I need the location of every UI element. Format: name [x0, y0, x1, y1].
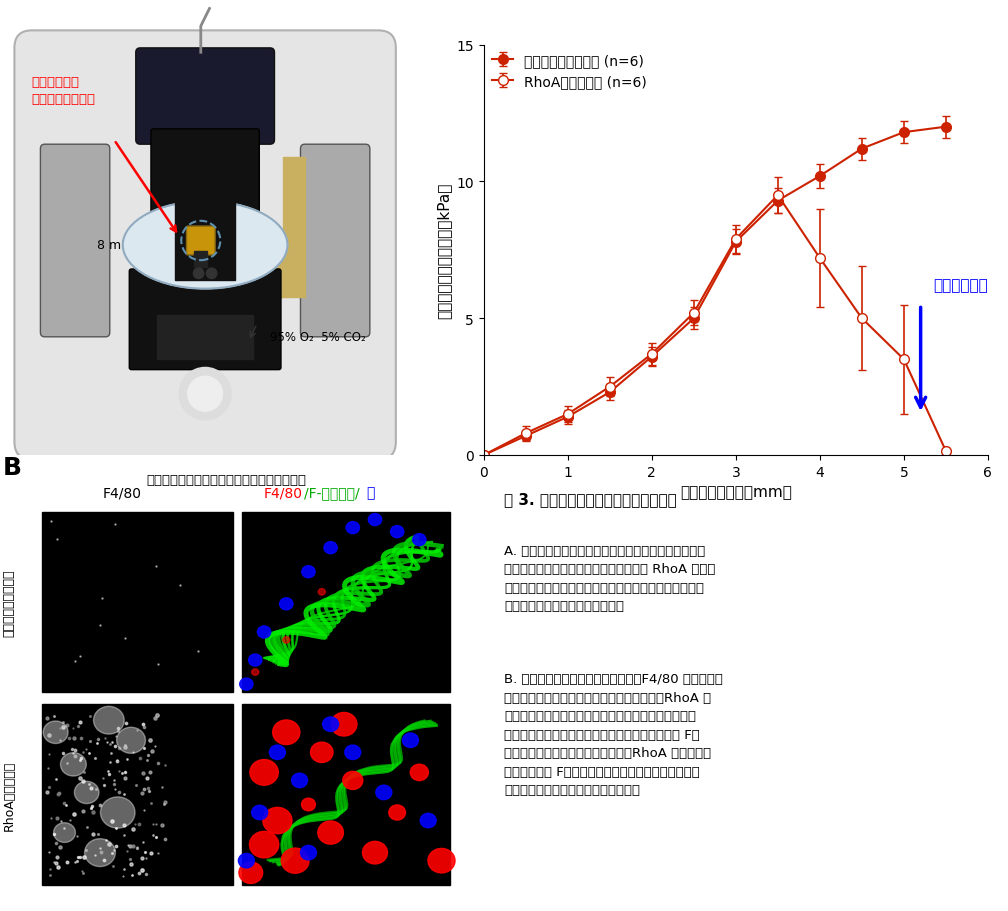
Circle shape: [324, 542, 338, 554]
FancyBboxPatch shape: [40, 145, 110, 337]
Bar: [242, 704, 451, 885]
Bar: [42, 512, 233, 692]
Circle shape: [257, 626, 271, 639]
FancyBboxPatch shape: [151, 129, 259, 230]
Circle shape: [250, 832, 278, 858]
Text: B: B: [2, 456, 21, 480]
Circle shape: [363, 842, 387, 864]
Circle shape: [291, 773, 307, 788]
Circle shape: [301, 566, 316, 578]
Circle shape: [389, 805, 405, 820]
Circle shape: [239, 862, 263, 884]
Circle shape: [318, 821, 344, 844]
X-axis label: 引き延ばし距離（mm）: 引き延ばし距離（mm）: [680, 485, 791, 500]
Circle shape: [187, 377, 223, 412]
Circle shape: [343, 772, 363, 790]
Circle shape: [252, 669, 259, 676]
Circle shape: [368, 514, 382, 526]
Circle shape: [420, 814, 436, 828]
Circle shape: [238, 854, 254, 868]
Circle shape: [117, 727, 145, 753]
Circle shape: [273, 721, 299, 744]
Bar: [157, 315, 253, 359]
Text: コントロールマウス: コントロールマウス: [3, 568, 16, 636]
Circle shape: [412, 534, 426, 546]
Circle shape: [323, 717, 339, 732]
Text: F4/80: F4/80: [103, 486, 142, 500]
Circle shape: [281, 848, 309, 874]
Legend: コントロールマウス (n=6), RhoA欠失マウス (n=6): コントロールマウス (n=6), RhoA欠失マウス (n=6): [487, 48, 652, 95]
FancyBboxPatch shape: [129, 270, 281, 370]
Text: ＜大動脈リングの抵抗力測定装置の模式図＞: ＜大動脈リングの抵抗力測定装置の模式図＞: [147, 473, 306, 486]
Bar: [261, 276, 304, 298]
Circle shape: [319, 589, 326, 596]
FancyBboxPatch shape: [14, 31, 396, 460]
Circle shape: [263, 807, 292, 834]
Circle shape: [269, 745, 285, 760]
Circle shape: [390, 526, 404, 538]
Text: A. マウスから摘出した腹部大動脈を輪切りにした大動
脈リングの抵抗力を測定。平滑筋細胞で RhoA を欠失
させたマウスの大動脈リングでは引っ張り抗抗力に対す: A. マウスから摘出した腹部大動脈を輪切りにした大動 脈リングの抵抗力を測定。平…: [504, 544, 716, 612]
Bar: [195, 252, 208, 268]
Circle shape: [240, 679, 253, 691]
Text: 輪切りにした
マウス腹部大動脈: 輪切りにした マウス腹部大動脈: [32, 76, 96, 106]
Bar: [283, 159, 304, 281]
FancyBboxPatch shape: [136, 49, 274, 145]
Circle shape: [85, 839, 115, 866]
Circle shape: [346, 522, 360, 534]
Circle shape: [301, 798, 316, 811]
Bar: [261, 237, 283, 298]
Circle shape: [75, 782, 99, 804]
Text: 核: 核: [366, 486, 375, 500]
Text: F4/80: F4/80: [264, 486, 303, 500]
Circle shape: [428, 848, 455, 873]
Bar: [42, 704, 233, 885]
Circle shape: [249, 654, 262, 666]
FancyBboxPatch shape: [186, 227, 215, 256]
Circle shape: [101, 797, 135, 828]
Circle shape: [60, 752, 87, 776]
Bar: [242, 512, 451, 692]
Circle shape: [179, 368, 231, 421]
Circle shape: [194, 269, 204, 280]
Circle shape: [300, 845, 317, 860]
Circle shape: [282, 637, 290, 643]
Text: 95% O₂  5% CO₂: 95% O₂ 5% CO₂: [270, 331, 366, 344]
Y-axis label: 大動脈リングの抵抗力（kPa）: 大動脈リングの抵抗力（kPa）: [435, 182, 451, 319]
Text: 抵抗力の低下: 抵抗力の低下: [933, 278, 988, 292]
Circle shape: [376, 785, 392, 800]
Circle shape: [43, 722, 69, 743]
Text: 8 mL: 8 mL: [97, 239, 128, 252]
Text: A: A: [0, 0, 16, 5]
FancyBboxPatch shape: [300, 145, 370, 337]
Circle shape: [410, 764, 428, 781]
Circle shape: [250, 760, 278, 785]
Ellipse shape: [123, 202, 287, 290]
Circle shape: [207, 269, 217, 280]
Text: RhoA欠失マウス: RhoA欠失マウス: [3, 760, 16, 830]
Text: 図 3. マウス腹部大動脈サンプルの解析: 図 3. マウス腹部大動脈サンプルの解析: [504, 492, 676, 507]
Text: /F-アクチン/: /F-アクチン/: [304, 486, 360, 500]
Circle shape: [331, 712, 357, 736]
Circle shape: [402, 733, 418, 748]
Circle shape: [94, 707, 124, 734]
Circle shape: [310, 742, 333, 763]
Text: B. 腹部大動脈組織の免疫染色写真。F4/80 は大動脈組
織内に侵入してきたマクロファージを示す。RhoA 欠
失マウスの大動脈では多くのマクロファージの侵入: B. 腹部大動脈組織の免疫染色写真。F4/80 は大動脈組 織内に侵入してきたマ…: [504, 672, 723, 796]
Circle shape: [252, 805, 268, 820]
Circle shape: [53, 823, 76, 843]
Bar: [174, 149, 236, 281]
Circle shape: [279, 599, 293, 610]
Circle shape: [345, 745, 361, 760]
